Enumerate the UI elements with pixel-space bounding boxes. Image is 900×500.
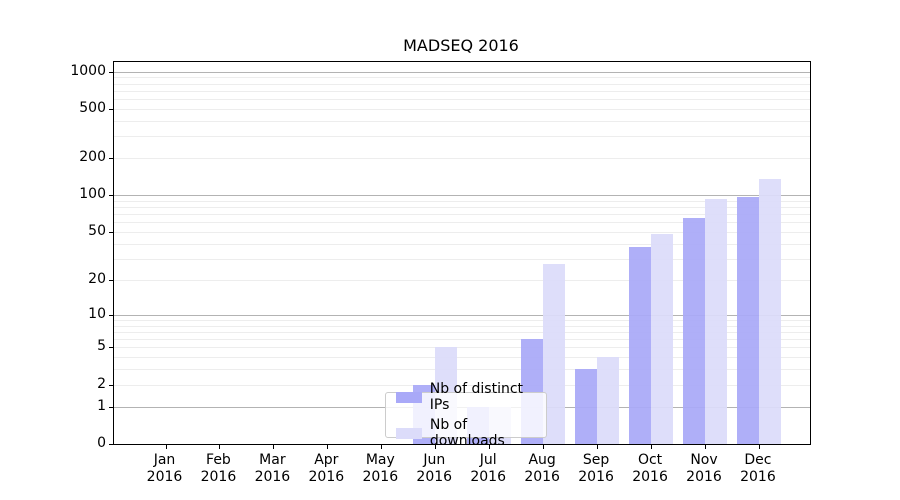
- y-tick-mark: [109, 406, 114, 408]
- gridline-major: [114, 71, 810, 73]
- gridline-minor: [114, 200, 810, 202]
- x-tick-label: Oct 2016: [632, 452, 668, 485]
- y-tick-label: 200: [79, 149, 106, 166]
- x-tick-label: Feb 2016: [200, 452, 237, 485]
- x-tick-label: Dec 2016: [740, 452, 776, 485]
- x-tick-mark: [273, 444, 275, 449]
- gridline-minor: [114, 243, 810, 245]
- legend-label-downloads: Nb of downloads: [429, 417, 505, 449]
- gridline-minor: [114, 232, 810, 234]
- x-tick-label: Mar 2016: [254, 452, 291, 485]
- x-tick-label: Jan 2016: [146, 452, 183, 485]
- x-tick-mark: [435, 444, 437, 449]
- gridline-minor: [114, 331, 810, 333]
- y-tick-label: 10: [88, 305, 106, 322]
- y-tick-mark: [109, 314, 114, 316]
- legend-item-distinct-ips: Nb of distinct IPs: [386, 381, 546, 413]
- gridline-minor: [114, 347, 810, 349]
- x-tick-label: Jul 2016: [470, 452, 506, 485]
- gridline-minor: [114, 369, 810, 371]
- y-tick-mark: [109, 108, 114, 110]
- x-tick-mark: [543, 444, 545, 449]
- y-tick-mark: [109, 384, 114, 386]
- y-tick-label: 1: [97, 397, 106, 414]
- legend-label-distinct-ips: Nb of distinct IPs: [429, 381, 524, 413]
- x-tick-mark: [597, 444, 599, 449]
- gridline-minor: [114, 83, 810, 85]
- bar-downloads: [705, 198, 727, 444]
- bar-distinct-ips: [736, 197, 759, 444]
- bar-distinct-ips: [629, 246, 652, 444]
- bar-downloads: [758, 179, 781, 444]
- x-tick-label: Aug 2016: [524, 452, 560, 485]
- bar-distinct-ips: [575, 369, 598, 444]
- y-tick-label: 2: [97, 375, 106, 392]
- legend-item-downloads: Nb of downloads: [386, 417, 546, 449]
- gridline-minor: [114, 108, 810, 110]
- x-tick-label: Nov 2016: [686, 452, 722, 485]
- y-tick-mark: [109, 444, 114, 445]
- gridline-minor: [114, 339, 810, 341]
- bar-distinct-ips: [683, 218, 705, 444]
- y-tick-label: 500: [79, 99, 106, 116]
- y-tick-label: 50: [88, 223, 106, 240]
- x-tick-label: Sep 2016: [578, 452, 614, 485]
- gridline-minor: [114, 357, 810, 359]
- gridline-minor: [114, 384, 810, 386]
- x-tick-mark: [489, 444, 491, 449]
- x-tick-label: Apr 2016: [308, 452, 345, 485]
- y-tick-mark: [109, 232, 114, 234]
- gridline-minor: [114, 158, 810, 160]
- y-tick-label: 5: [97, 338, 106, 355]
- legend-swatch-distinct-ips: [396, 391, 422, 403]
- gridline-minor: [114, 136, 810, 138]
- y-tick-mark: [109, 279, 114, 281]
- gridline-major: [114, 195, 810, 197]
- gridline-minor: [114, 258, 810, 260]
- y-tick-label: 0: [97, 435, 106, 451]
- bar-downloads: [543, 264, 566, 444]
- gridline-minor: [114, 214, 810, 216]
- y-tick-mark: [109, 347, 114, 349]
- x-tick-label: Jun 2016: [416, 452, 453, 485]
- x-tick-mark: [705, 444, 706, 449]
- gridline-minor: [114, 207, 810, 209]
- gridline-minor: [114, 319, 810, 321]
- gridline-minor: [114, 120, 810, 122]
- x-tick-mark: [165, 444, 167, 449]
- y-tick-mark: [109, 158, 114, 160]
- bar-downloads: [597, 357, 620, 444]
- y-tick-mark: [109, 71, 114, 73]
- gridline-major: [114, 314, 810, 316]
- y-tick-label: 100: [79, 186, 106, 203]
- gridline-minor: [114, 279, 810, 281]
- x-tick-label: May 2016: [362, 452, 399, 485]
- gridline-minor: [114, 99, 810, 101]
- y-tick-label: 1000: [70, 62, 106, 79]
- legend: Nb of distinct IPs Nb of downloads: [385, 381, 547, 449]
- x-tick-mark: [327, 444, 329, 449]
- gridline-minor: [114, 77, 810, 79]
- bar-downloads: [651, 234, 674, 444]
- gridline-minor: [114, 325, 810, 327]
- y-tick-mark: [109, 195, 114, 197]
- legend-swatch-downloads: [396, 427, 422, 439]
- x-tick-mark: [219, 444, 221, 449]
- y-tick-label: 20: [88, 270, 106, 287]
- x-tick-mark: [651, 444, 653, 449]
- gridline-minor: [114, 90, 810, 92]
- gridline-minor: [114, 222, 810, 224]
- x-tick-mark: [381, 444, 383, 449]
- chart-title: MADSEQ 2016: [403, 36, 519, 55]
- x-tick-mark: [758, 444, 760, 449]
